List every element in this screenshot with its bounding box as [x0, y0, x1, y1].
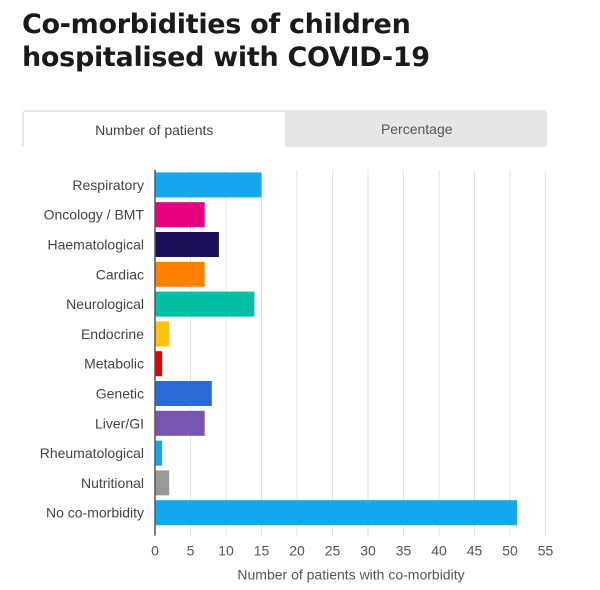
- bar: [155, 351, 163, 377]
- category-label: Haematological: [48, 237, 145, 253]
- x-tick-label: 0: [151, 543, 159, 559]
- bar: [155, 500, 518, 526]
- category-label: Metabolic: [84, 356, 144, 372]
- bar-chart: Respiratory Oncology / BMT Haematological C…: [40, 170, 554, 583]
- category-label: No co-morbidity: [46, 505, 144, 521]
- bar: [155, 261, 205, 287]
- x-tick-label: 15: [254, 543, 270, 559]
- bar: [155, 470, 170, 496]
- x-tick-label: 50: [502, 543, 518, 559]
- category-label: Nutritional: [81, 475, 144, 491]
- bar: [155, 172, 262, 198]
- bar: [155, 440, 163, 466]
- category-label: Oncology / BMT: [44, 207, 145, 223]
- bar: [155, 291, 255, 317]
- tab-percentage[interactable]: Percentage: [380, 120, 453, 137]
- x-tick-label: 40: [431, 543, 447, 559]
- x-tick-label: 25: [325, 543, 341, 559]
- view-tabs: Number of patients Percentage: [22, 110, 547, 147]
- bar: [155, 232, 219, 257]
- category-label: Rheumatological: [40, 445, 144, 461]
- x-tick-label: 30: [360, 543, 376, 559]
- tab-number-of-patients[interactable]: Number of patients: [22, 110, 287, 147]
- category-label: Respiratory: [72, 177, 144, 193]
- x-tick-label: 35: [396, 543, 412, 559]
- bar: [155, 410, 205, 436]
- bar: [155, 381, 212, 406]
- x-tick-label: 5: [187, 543, 195, 559]
- bar: [155, 321, 170, 347]
- category-label: Genetic: [96, 386, 144, 402]
- category-label: Liver/GI: [95, 415, 144, 431]
- x-tick-label: 10: [218, 543, 234, 559]
- bar: [155, 202, 205, 228]
- category-label: Endocrine: [81, 326, 144, 342]
- x-tick-label: 55: [538, 543, 554, 559]
- x-tick-label: 45: [467, 543, 483, 559]
- category-label: Cardiac: [96, 266, 144, 282]
- x-tick-label: 20: [289, 543, 305, 559]
- x-axis-label: Number of patients with co-morbidity: [237, 567, 464, 583]
- chart-title: Co-morbidities of children hospitalised …: [22, 9, 430, 73]
- category-label: Neurological: [66, 296, 144, 312]
